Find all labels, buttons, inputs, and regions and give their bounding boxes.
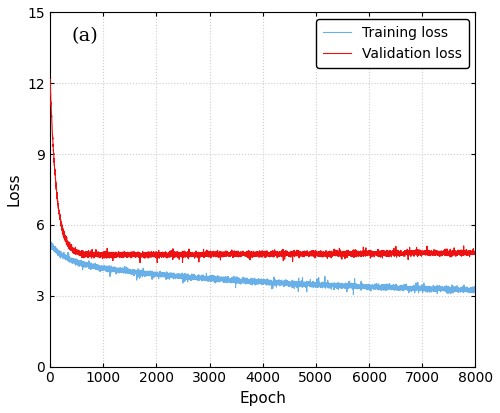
Training loss <box>47 243 53 248</box>
Training loss <box>386 284 392 289</box>
Validation loss <box>47 77 53 82</box>
Validation loss <box>68 245 74 250</box>
Validation loss <box>137 260 143 265</box>
Training loss <box>318 285 324 290</box>
Legend: Training loss, Validation loss: Training loss, Validation loss <box>316 19 468 68</box>
Training loss <box>201 275 207 280</box>
Validation loss <box>47 77 53 82</box>
Training loss <box>472 292 478 297</box>
Validation loss <box>362 252 368 257</box>
Line: Training loss: Training loss <box>50 242 476 294</box>
Line: Validation loss: Validation loss <box>50 79 476 263</box>
Training loss <box>48 240 54 244</box>
Validation loss <box>386 249 392 254</box>
X-axis label: Epoch: Epoch <box>240 391 286 406</box>
Training loss <box>68 259 74 264</box>
Validation loss <box>201 252 207 256</box>
Training loss <box>350 292 356 297</box>
Validation loss <box>472 250 478 255</box>
Validation loss <box>318 254 324 259</box>
Y-axis label: Loss: Loss <box>7 173 22 206</box>
Text: (a): (a) <box>72 26 98 45</box>
Validation loss <box>299 252 305 257</box>
Training loss <box>299 279 305 284</box>
Training loss <box>362 282 368 287</box>
